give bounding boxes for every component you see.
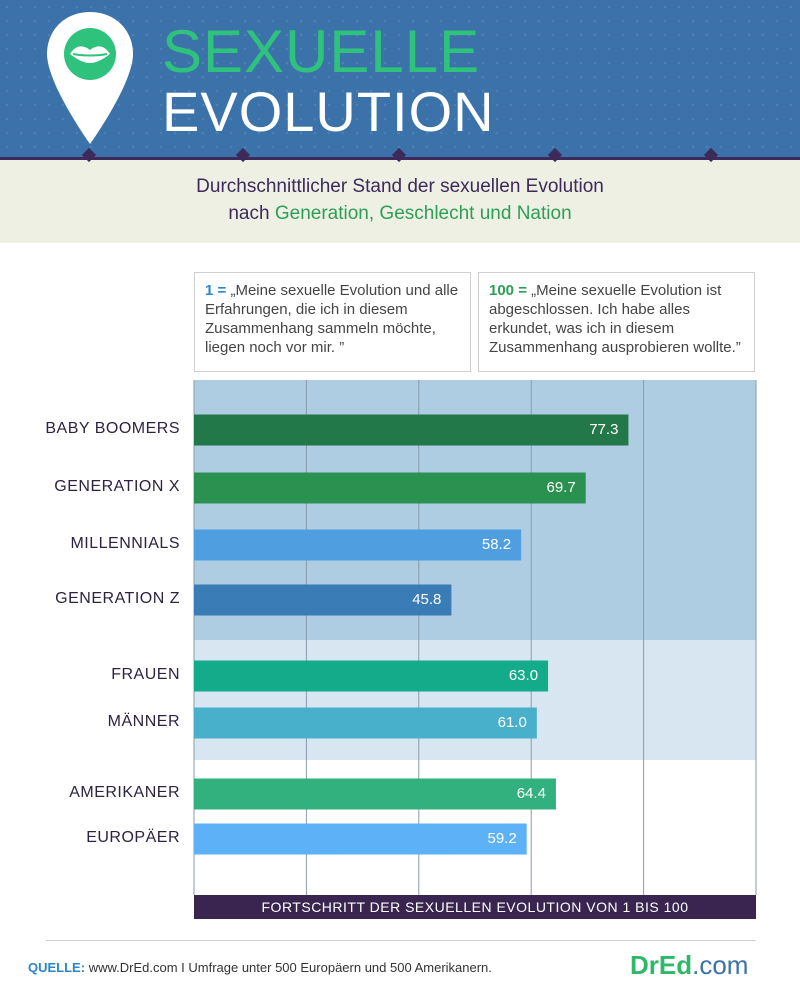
- category-label: GENERATION Z: [55, 590, 180, 607]
- bar: [194, 584, 452, 616]
- category-label: MILLENNIALS: [70, 535, 180, 552]
- value-label: 63.0: [508, 667, 539, 684]
- dred-logo[interactable]: DrEd.com: [630, 950, 748, 981]
- header: SEXUELLE EVOLUTION: [0, 0, 800, 157]
- category-label: EUROPÄER: [86, 829, 180, 846]
- category-label: BABY BOOMERS: [45, 420, 180, 437]
- source-text: www.DrEd.com I Umfrage unter 500 Europäe…: [88, 960, 492, 975]
- bar: [194, 414, 629, 446]
- x-axis-label: FORTSCHRITT DER SEXUELLEN EVOLUTION VON …: [194, 895, 756, 919]
- subtitle-line-1: Durchschnittlicher Stand der sexuellen E…: [196, 176, 604, 197]
- category-label: AMERIKANER: [69, 784, 180, 801]
- value-label: 61.0: [497, 714, 527, 731]
- title-line-1: SEXUELLE: [162, 18, 481, 85]
- legend-min-value: 1 =: [205, 282, 227, 299]
- subtitle-highlight: Generation, Geschlecht und Nation: [274, 203, 572, 224]
- category-label: GENERATION X: [54, 478, 180, 495]
- subtitle-prefix: nach: [228, 203, 275, 224]
- value-label: 45.8: [412, 591, 442, 608]
- value-label: 59.2: [487, 830, 517, 847]
- legend-min-text: „Meine sexuelle Evolution und alle Erfah…: [205, 282, 459, 356]
- source-note: QUELLE: www.DrEd.com I Umfrage unter 500…: [28, 960, 492, 975]
- category-label: MÄNNER: [107, 713, 180, 730]
- legend-box-max: 100 = „Meine sexuelle Evolution ist abge…: [478, 272, 755, 372]
- bar: [194, 472, 586, 504]
- subtitle-line-2: nach Generation, Geschlecht und Nation: [0, 203, 800, 225]
- location-pin-icon: [47, 12, 133, 144]
- bar: [194, 778, 556, 810]
- bar: [194, 823, 527, 855]
- title-line-2: EVOLUTION: [162, 80, 495, 143]
- legend-max-value: 100 =: [489, 282, 527, 299]
- bar: [194, 529, 522, 561]
- bar: [194, 660, 549, 692]
- legend-max-text: „Meine sexuelle Evolution ist abgeschlos…: [489, 282, 741, 356]
- value-label: 58.2: [481, 536, 512, 553]
- value-label: 64.4: [516, 785, 546, 802]
- group-band-geschlecht: [194, 640, 756, 760]
- kiss-lips-icon: [70, 46, 110, 63]
- value-label: 77.3: [589, 421, 619, 438]
- logo-tld: .com: [692, 950, 749, 980]
- value-label: 69.7: [546, 479, 576, 496]
- source-label: QUELLE:: [28, 960, 86, 975]
- logo-main: DrEd: [630, 950, 693, 980]
- legend-box-min: 1 = „Meine sexuelle Evolution und alle E…: [194, 272, 471, 372]
- footer-divider: [46, 940, 756, 941]
- bar: [194, 707, 537, 739]
- category-label: FRAUEN: [111, 666, 180, 683]
